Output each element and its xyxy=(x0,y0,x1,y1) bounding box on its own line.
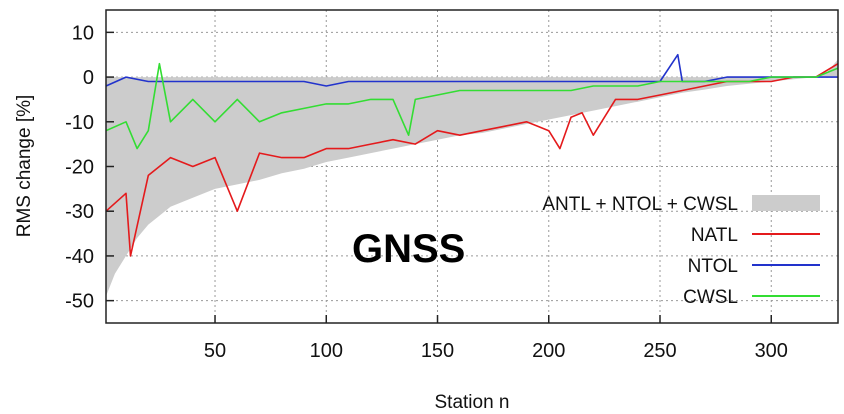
x-tick-label: 200 xyxy=(532,340,565,362)
legend-swatch-area xyxy=(752,195,820,211)
x-tick-label: 300 xyxy=(755,340,788,362)
legend-label: NATL xyxy=(691,225,738,246)
y-tick-label: -50 xyxy=(65,291,94,313)
x-axis-title: Station n xyxy=(435,392,510,413)
legend-label: NTOL xyxy=(688,256,738,277)
series-area-ANTL-NTOL-CWSL xyxy=(106,59,838,297)
x-tick-label: 100 xyxy=(310,340,343,362)
legend-label: CWSL xyxy=(683,287,738,308)
y-tick-label: -20 xyxy=(65,157,94,179)
lines-layer xyxy=(105,53,839,257)
area-layer xyxy=(106,59,838,297)
y-tick-label: 0 xyxy=(83,67,94,89)
x-tick-label: 250 xyxy=(643,340,676,362)
y-axis-title: RMS change [%] xyxy=(14,95,35,238)
x-tick-label: 50 xyxy=(204,340,226,362)
legend: ANTL + NTOL + CWSL NATL NTOL CWSL xyxy=(542,194,820,308)
series-line-NTOL xyxy=(105,53,838,87)
series-line-CWSL xyxy=(105,62,839,150)
y-tick-label: -30 xyxy=(65,201,94,223)
y-tick-label: -40 xyxy=(65,246,94,268)
gnss-annotation: GNSS xyxy=(352,227,465,271)
y-tick-label: 10 xyxy=(72,22,94,44)
legend-label: ANTL + NTOL + CWSL xyxy=(542,194,738,215)
axis-ticks xyxy=(106,31,773,323)
y-tick-label: -10 xyxy=(65,112,94,134)
series-line-NATL xyxy=(105,63,839,257)
x-tick-label: 150 xyxy=(421,340,454,362)
